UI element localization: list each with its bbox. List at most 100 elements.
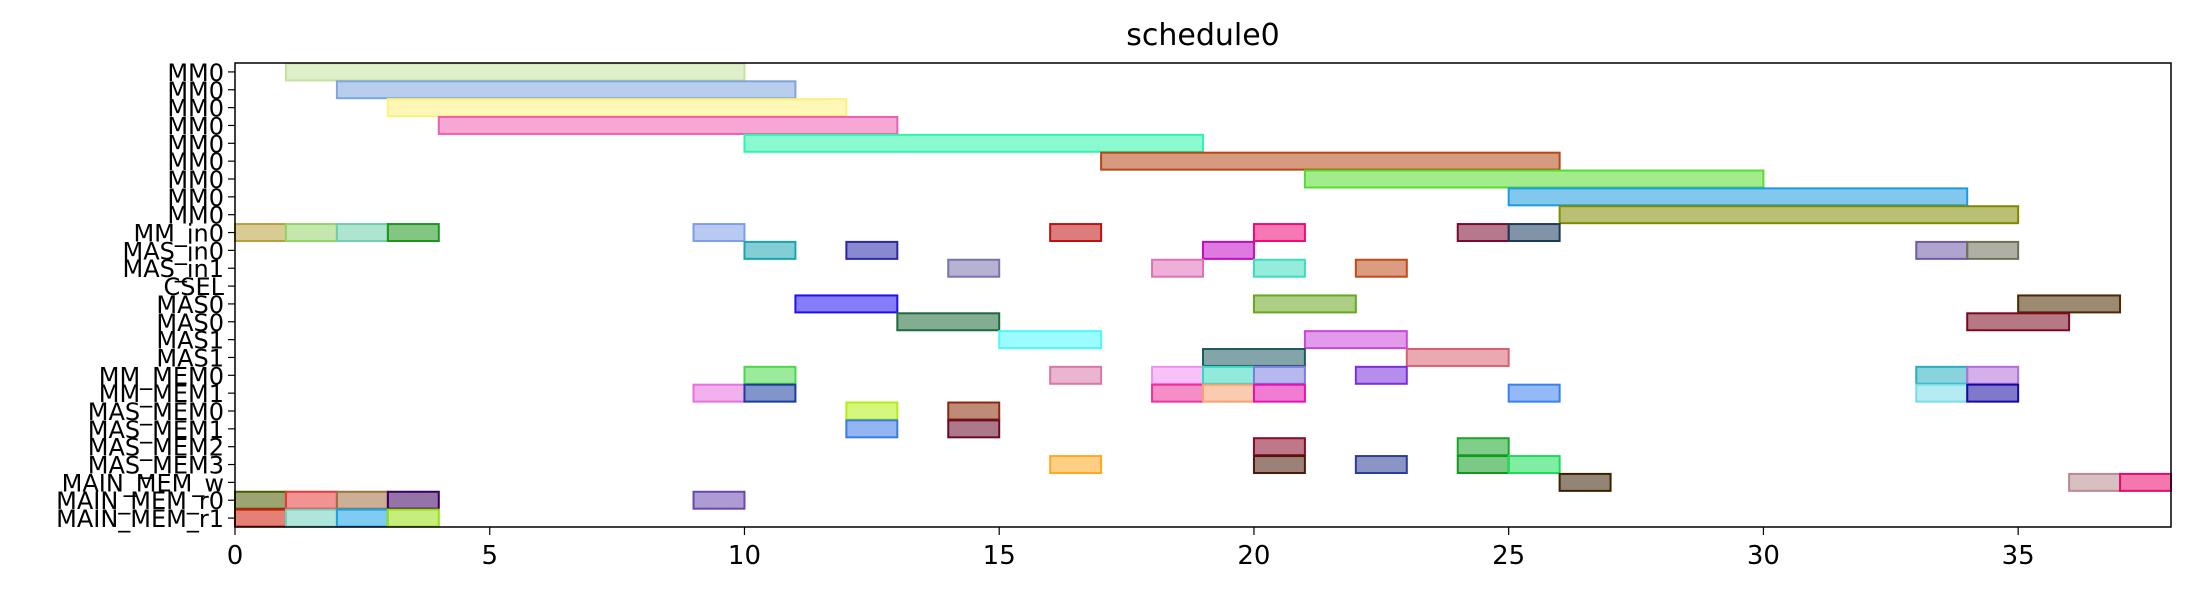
- task-bar: [335, 223, 389, 243]
- task-bar: [335, 80, 797, 100]
- task-bar: [386, 508, 440, 528]
- x-axis-ticks: 0 5 10 15 20 25 30 35: [227, 527, 2035, 571]
- task-bar: [284, 62, 746, 82]
- task-bar: [1354, 455, 1408, 475]
- task-bar: [692, 223, 746, 243]
- task-bar: [1354, 365, 1408, 385]
- task-bar: [692, 383, 746, 403]
- task-bar: [845, 419, 899, 439]
- task-bar: [1456, 223, 1510, 243]
- y-tick-label: MAIN_MEM_r0: [56, 487, 224, 515]
- y-tick-label: MM_MEM0: [99, 362, 224, 390]
- task-bar: [1507, 455, 1561, 475]
- task-bar: [1456, 437, 1510, 457]
- task-bar: [1507, 187, 1969, 207]
- task-bar: [1252, 437, 1306, 457]
- task-bar: [947, 419, 1001, 439]
- task-bar: [1966, 240, 2020, 260]
- task-bar: [947, 401, 1001, 421]
- y-tick-label: MAS_MEM2: [88, 434, 224, 462]
- y-tick-label: MM0: [167, 184, 224, 212]
- task-bar: [794, 294, 899, 314]
- task-bar: [998, 330, 1103, 350]
- task-bar: [1966, 383, 2020, 403]
- task-bar: [1252, 455, 1306, 475]
- task-bar: [1915, 383, 1969, 403]
- task-bar: [1151, 383, 1204, 403]
- task-bar: [1456, 455, 1510, 475]
- y-tick-label: MM_in0: [133, 220, 224, 248]
- task-bar: [335, 490, 389, 510]
- task-bar: [1049, 455, 1103, 475]
- task-bar: [1303, 169, 1765, 189]
- task-bar: [1966, 312, 2071, 332]
- task-bar: [1252, 258, 1306, 278]
- task-bar: [1049, 223, 1103, 243]
- task-bar: [743, 383, 797, 403]
- task-bar: [2068, 472, 2122, 492]
- y-tick-label: MM0: [167, 95, 224, 123]
- y-tick-label: MM0: [167, 130, 224, 158]
- x-tick-label: 20: [1237, 541, 1270, 571]
- task-bar: [1252, 294, 1357, 314]
- y-tick-label: MM0: [167, 202, 224, 230]
- y-tick-label: CSEL: [163, 273, 224, 301]
- x-tick-label: 5: [481, 541, 498, 571]
- task-bar: [1915, 365, 1969, 385]
- y-tick-label: MAS_MEM1: [88, 416, 224, 444]
- x-tick-label: 0: [227, 541, 244, 571]
- task-bar: [947, 258, 1001, 278]
- x-tick-label: 30: [1747, 541, 1780, 571]
- task-bar: [1354, 258, 1408, 278]
- y-tick-label: MM0: [167, 148, 224, 176]
- task-bar: [1252, 383, 1306, 403]
- y-tick-label: MAIN_MEM_r1: [56, 505, 224, 533]
- y-tick-label: MM0: [167, 112, 224, 140]
- y-tick-label: MAS1: [156, 344, 224, 372]
- task-bars: [234, 62, 2173, 528]
- task-bar: [234, 223, 287, 243]
- task-bar: [284, 508, 338, 528]
- task-bar: [896, 312, 1001, 332]
- y-axis-labels: MM0MM0MM0MM0MM0MM0MM0MM0MM0MM_in0MAS_in0…: [56, 59, 235, 533]
- task-bar: [845, 240, 899, 260]
- task-bar: [743, 365, 797, 385]
- task-bar: [386, 223, 440, 243]
- task-bar: [437, 115, 899, 135]
- task-bar: [692, 490, 746, 510]
- y-tick-label: MM_MEM1: [99, 380, 224, 408]
- x-tick-label: 35: [2002, 541, 2035, 571]
- task-bar: [284, 490, 338, 510]
- task-bar: [1966, 365, 2020, 385]
- y-tick-label: MAS_in0: [122, 237, 224, 265]
- task-bar: [386, 98, 848, 118]
- x-tick-label: 15: [983, 541, 1016, 571]
- task-bar: [1049, 365, 1103, 385]
- x-tick-label: 10: [728, 541, 761, 571]
- y-tick-label: MM0: [167, 77, 224, 105]
- task-bar: [234, 508, 287, 528]
- task-bar: [234, 490, 287, 510]
- y-tick-label: MM0: [167, 59, 224, 87]
- task-bar: [1100, 151, 1561, 171]
- y-tick-label: MAS1: [156, 327, 224, 355]
- task-bar: [845, 401, 899, 421]
- task-bar: [1151, 365, 1204, 385]
- task-bar: [1507, 223, 1561, 243]
- y-tick-label: MAS_MEM0: [88, 398, 224, 426]
- task-bar: [1252, 365, 1306, 385]
- y-tick-label: MAIN_MEM_w: [62, 469, 224, 497]
- task-bar: [2119, 472, 2173, 492]
- task-bar: [1202, 365, 1255, 385]
- task-bar: [1507, 383, 1561, 403]
- plot-frame: [234, 62, 2172, 528]
- y-tick-label: MAS0: [156, 309, 224, 337]
- task-bar: [386, 490, 440, 510]
- chart-title: schedule0: [1126, 18, 1280, 53]
- x-tick-label: 25: [1492, 541, 1525, 571]
- task-bar: [1915, 240, 1969, 260]
- y-tick-label: MAS0: [156, 291, 224, 319]
- task-bar: [335, 508, 389, 528]
- task-bar: [1202, 347, 1306, 367]
